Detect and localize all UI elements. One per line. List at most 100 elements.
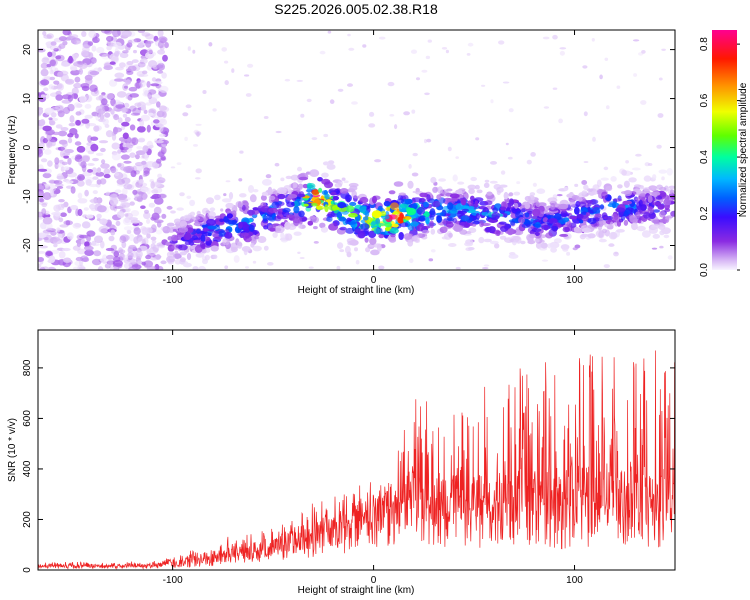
spectrogram-noise-cell	[55, 94, 63, 101]
spectrogram-signal-cell	[171, 234, 178, 242]
spectrogram-noise-cell	[138, 179, 143, 185]
spectrogram-noise-cell	[78, 62, 88, 69]
spectrogram-signal-cell	[461, 208, 470, 212]
snr-panel: -100 0 100 0 200 400 600 800 Height of straight…	[7, 329, 676, 596]
snr-x-tick-label: 0	[371, 575, 377, 586]
spectrogram-signal-cell	[320, 226, 329, 233]
spectrogram-noise-cell	[101, 98, 108, 106]
spectrogram-signal-cell	[369, 244, 375, 248]
spectrogram-noise-cell	[129, 258, 138, 264]
spectrogram-signal-cell	[341, 177, 346, 181]
spectrogram-noise-cell	[106, 45, 112, 51]
spectrogram-noise-cell	[40, 94, 46, 98]
spectrogram-noise-cell	[153, 35, 159, 42]
spectrogram-signal-cell	[393, 181, 404, 187]
spectrogram-noise-cell	[70, 186, 76, 194]
spectrogram-noise-cell	[129, 124, 136, 131]
spectrogram-noise-cell	[90, 198, 100, 204]
spectrogram-signal-cell	[622, 200, 633, 205]
spectrogram-x-tick-label: -100	[163, 275, 183, 286]
spectrogram-signal-cell	[287, 194, 298, 199]
spectrogram-noise-cell	[532, 182, 538, 187]
spectrogram-noise-cell	[137, 126, 146, 133]
spectrogram-noise-cell	[130, 210, 140, 217]
spectrogram-noise-cell	[119, 234, 130, 242]
colorbar-tick-label: 0.8	[699, 37, 710, 51]
spectrogram-noise-cell	[121, 30, 132, 38]
spectrogram-signal-cell	[545, 232, 553, 239]
spectrogram-noise-cell	[498, 40, 505, 45]
spectrogram-noise-cell	[55, 90, 62, 96]
spectrogram-signal-cell	[268, 195, 276, 201]
spectrogram-y-tick-label: -20	[22, 238, 33, 253]
spectrogram-signal-cell	[364, 237, 369, 243]
spectrogram-noise-cell	[410, 49, 418, 54]
spectrogram-signal-cell	[416, 206, 426, 215]
spectrogram-noise-cell	[81, 155, 90, 162]
spectrogram-signal-cell	[376, 223, 386, 226]
spectrogram-noise-cell	[55, 124, 63, 129]
spectrogram-noise-cell	[362, 44, 367, 48]
spectrogram-noise-cell	[604, 57, 609, 61]
spectrogram-signal-cell	[436, 215, 442, 223]
colorbar-label: Normalized spectral amplitude	[738, 82, 749, 217]
spectrogram-signal-cell	[334, 182, 343, 188]
spectrogram-signal-cell	[252, 189, 259, 193]
spectrogram-signal-cell	[426, 194, 431, 202]
spectrogram-signal-cell	[207, 225, 217, 230]
spectrogram-signal-cell	[643, 189, 650, 194]
spectrogram-signal-cell	[569, 215, 578, 220]
spectrogram-signal-cell	[470, 195, 475, 201]
spectrogram-signal-cell	[479, 220, 484, 228]
spectrogram-noise-cell	[552, 34, 558, 40]
spectrogram-signal-cell	[569, 192, 574, 196]
spectrogram-signal-cell	[628, 177, 637, 183]
spectrogram-noise-cell	[481, 84, 486, 87]
spectrogram-noise-cell	[74, 102, 81, 108]
spectrogram-signal-cell	[429, 220, 434, 229]
spectrogram-signal-cell	[636, 225, 646, 232]
spectrogram-noise-cell	[100, 147, 106, 153]
spectrogram-noise-cell	[455, 156, 460, 159]
spectrogram-signal-cell	[548, 218, 558, 224]
spectrogram-noise-cell	[154, 219, 164, 224]
spectrogram-signal-cell	[239, 193, 247, 198]
spectrogram-signal-cell	[293, 205, 300, 214]
spectrogram-signal-cell	[569, 199, 576, 208]
spectrogram-signal-cell	[349, 185, 358, 192]
spectrogram-noise-cell	[109, 61, 116, 65]
spectrogram-noise-cell	[136, 146, 143, 150]
spectrogram-noise-cell	[133, 38, 142, 43]
spectrogram-signal-cell	[206, 197, 214, 205]
spectrogram-noise-cell	[161, 72, 167, 79]
spectrogram-noise-cell	[154, 197, 164, 205]
spectrogram-noise-cell	[39, 267, 46, 270]
spectrogram-noise-cell	[614, 251, 618, 255]
spectrogram-signal-cell	[485, 226, 492, 233]
spectrogram-noise-cell	[53, 204, 61, 212]
spectrogram-noise-cell	[139, 119, 145, 127]
spectrogram-signal-cell	[392, 223, 399, 228]
spectrogram-noise-cell	[42, 137, 49, 144]
spectrogram-noise-cell	[297, 251, 301, 254]
spectrogram-noise-cell	[49, 180, 60, 184]
spectrogram-noise-cell	[150, 83, 160, 87]
spectrogram-noise-cell	[640, 100, 647, 105]
spectrogram-noise-cell	[72, 266, 83, 270]
spectrogram-signal-cell	[189, 199, 196, 207]
spectrogram-signal-cell	[550, 203, 556, 210]
spectrogram-signal-cell	[272, 232, 278, 238]
spectrogram-noise-cell	[79, 95, 87, 104]
spectrogram-noise-cell	[38, 257, 45, 262]
spectrogram-noise-cell	[81, 221, 91, 229]
spectrogram-signal-cell	[349, 239, 359, 246]
spectrogram-noise-cell	[502, 81, 510, 84]
spectrogram-signal-cell	[547, 243, 554, 249]
spectrogram-noise-cell	[66, 232, 74, 240]
spectrogram-noise-cell	[103, 173, 111, 179]
spectrogram-noise-cell	[123, 102, 130, 108]
spectrogram-noise-cell	[157, 40, 165, 49]
spectrogram-noise-cell	[161, 106, 170, 112]
spectrogram-noise-cell	[41, 57, 50, 64]
